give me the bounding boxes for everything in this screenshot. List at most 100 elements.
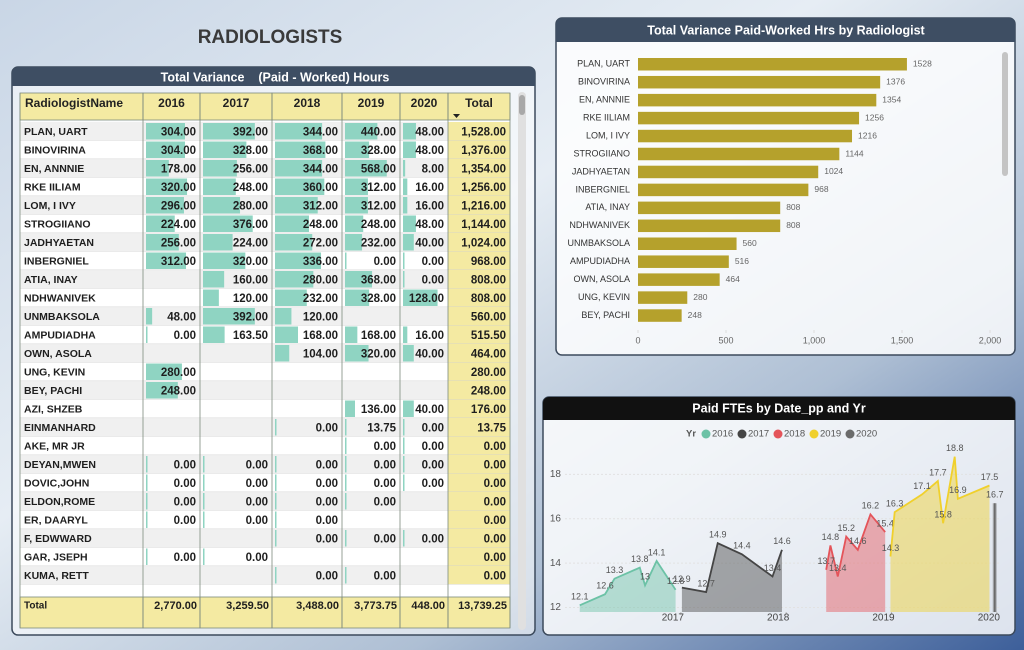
row-background (20, 399, 448, 418)
category-label: OWN, ASOLA (573, 274, 630, 284)
cell-value: 1,144.00 (461, 219, 506, 231)
data-bar (275, 160, 323, 177)
cell-value: 1,216.00 (461, 200, 506, 212)
cell-value: 1,024.00 (461, 237, 506, 249)
data-label: 14.6 (849, 536, 867, 546)
row-name: LOM, I IVY (24, 200, 76, 212)
cell-value: 256.00 (233, 163, 268, 175)
row-background (20, 473, 448, 492)
data-label: 16.3 (886, 499, 904, 509)
cell-value: 136.00 (361, 404, 396, 416)
chart-title: Paid FTEs by Date_pp and Yr (692, 401, 866, 415)
total-cell (448, 251, 510, 270)
data-bar (203, 234, 233, 251)
data-bar (345, 400, 355, 417)
cell-value: 0.00 (422, 422, 444, 434)
row-name: NDHWANIVEK (24, 293, 96, 305)
footer-value: 448.00 (411, 600, 445, 612)
cell-value: 568.00 (361, 163, 396, 175)
data-bar (146, 474, 148, 491)
data-bar (275, 567, 277, 584)
column-header: 2017 (223, 96, 250, 110)
data-bar (275, 474, 277, 491)
footer-value: 2,770.00 (154, 600, 197, 612)
data-bar (275, 289, 307, 306)
row-background (20, 510, 448, 529)
cell-value: 168.00 (361, 330, 396, 342)
cell-value: 13.75 (477, 422, 506, 434)
cell-value: 0.00 (484, 515, 506, 527)
total-cell (448, 159, 510, 178)
cell-value: 0.00 (422, 478, 444, 490)
cell-value: 0.00 (174, 496, 196, 508)
x-tick-label: 1,500 (891, 335, 914, 345)
data-bar (203, 271, 225, 288)
cell-value: 8.00 (422, 163, 444, 175)
header-cell (399, 92, 449, 121)
row-name: DOVIC,JOHN (24, 478, 89, 490)
data-bar (345, 474, 347, 491)
row-name: AZI, SHZEB (24, 404, 83, 416)
data-label: 13.3 (606, 565, 624, 575)
scrollbar-thumb[interactable] (519, 95, 525, 115)
value-label: 1216 (858, 130, 877, 140)
cell-value: 120.00 (233, 293, 268, 305)
data-bar (146, 548, 148, 565)
row-name: BEY, PACHI (24, 385, 82, 397)
data-label: 16.7 (986, 490, 1004, 500)
cell-value: 312.00 (361, 200, 396, 212)
cell-value: 0.00 (246, 478, 268, 490)
category-label: ATIA, INAY (585, 202, 630, 212)
data-label: 12.8 (667, 576, 685, 586)
cell-value: 224.00 (161, 219, 196, 231)
cell-value: 344.00 (303, 163, 338, 175)
cell-value: 1,376.00 (461, 145, 506, 157)
row-name: UNG, KEVIN (24, 367, 85, 379)
legend-label: 2018 (784, 429, 805, 440)
chart-title: Total Variance Paid-Worked Hrs by Radiol… (647, 23, 925, 37)
category-label: PLAN, UART (577, 59, 630, 69)
bar (638, 201, 781, 215)
data-label: 15.2 (837, 523, 855, 533)
row-name: KUMA, RETT (24, 570, 89, 582)
bar (638, 237, 737, 250)
data-bar (403, 456, 405, 473)
footer-cell (142, 596, 201, 629)
row-name: RKE IILIAM (24, 182, 81, 194)
row-name: PLAN, UART (24, 126, 88, 138)
cell-value: 0.00 (246, 459, 268, 471)
cell-value: 0.00 (422, 533, 444, 545)
cell-value: 232.00 (303, 293, 338, 305)
value-label: 280 (693, 292, 707, 302)
cell-value: 248.00 (471, 385, 506, 397)
area (826, 514, 886, 612)
data-bar (345, 456, 347, 473)
data-bar (403, 271, 405, 288)
column-header: 2019 (358, 96, 385, 110)
total-cell (448, 362, 510, 381)
cell-value: 0.00 (374, 570, 396, 582)
cell-value: 1,256.00 (461, 182, 506, 194)
row-name: OWN, ASOLA (24, 348, 92, 360)
scrollbar-thumb[interactable] (1002, 52, 1008, 176)
bar (638, 58, 907, 71)
row-name: INBERGNIEL (24, 256, 89, 268)
legend-title: Yr (686, 429, 696, 440)
cell-value: 0.00 (484, 496, 506, 508)
cell-value: 0.00 (422, 256, 444, 268)
row-background (20, 418, 448, 437)
panel-header (543, 397, 1015, 420)
data-label: 12.9 (673, 574, 691, 584)
line (889, 456, 990, 557)
data-bar (275, 123, 323, 140)
total-cell (448, 307, 510, 326)
data-bar (203, 252, 246, 269)
cell-value: 304.00 (161, 126, 196, 138)
cell-value: 128.00 (409, 293, 444, 305)
bar (638, 93, 877, 107)
cell-value: 296.00 (161, 200, 196, 212)
row-background (20, 529, 448, 548)
scrollbar-track[interactable] (518, 92, 526, 630)
data-bar (403, 530, 405, 547)
